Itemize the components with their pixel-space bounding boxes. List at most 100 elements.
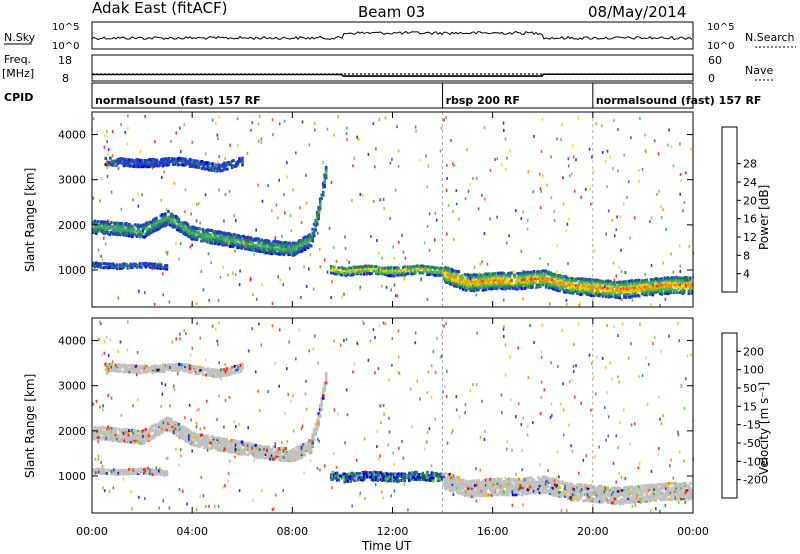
data-cell [513,273,516,277]
noise-cell [678,244,681,248]
data-cell [233,165,237,168]
data-cell [312,429,316,433]
noise-cell [397,164,400,168]
data-cell [270,243,274,247]
data-cell [296,457,299,461]
data-cell [337,475,340,479]
data-cell [588,287,591,291]
data-cell [188,225,191,229]
data-cell [459,281,462,285]
data-cell [152,436,155,440]
data-cell [556,487,560,491]
data-cell [152,263,155,266]
data-cell [152,424,155,428]
data-cell [423,265,426,269]
data-cell [193,159,196,163]
data-cell [116,439,119,442]
data-cell [229,162,232,166]
data-cell [218,232,221,236]
data-cell [606,287,609,290]
noise-cell [229,143,231,147]
data-cell [290,244,293,248]
data-cell [230,371,234,375]
data-cell [152,434,155,438]
data-cell [472,289,476,293]
data-cell [522,492,525,495]
noise-cell [364,264,367,268]
data-cell [651,293,654,297]
data-cell [523,480,527,484]
data-cell [552,486,555,490]
data-cell [215,436,218,440]
data-cell [382,268,386,272]
data-cell [153,229,157,232]
data-cell [203,440,206,444]
data-cell [294,452,298,456]
data-cell [198,232,202,236]
data-cell [251,450,254,454]
data-cell [293,245,296,249]
data-cell [95,264,98,268]
data-cell [564,278,567,281]
data-cell [191,366,195,370]
data-cell [532,489,536,493]
noise-cell [539,257,541,260]
data-cell [182,163,186,167]
data-cell [101,425,104,429]
data-cell [198,444,202,448]
noise-cell [286,175,288,179]
data-cell [463,489,467,493]
data-cell [99,262,103,266]
data-cell [107,230,110,234]
data-cell [640,281,644,285]
data-cell [630,295,633,299]
noise-cell [246,238,249,242]
data-cell [381,472,384,476]
data-cell [258,250,262,253]
data-cell [155,219,158,222]
data-cell [373,473,377,477]
data-cell [149,227,152,231]
data-cell [293,251,296,254]
noise-cell [688,244,691,248]
noise-cell [379,198,381,202]
noise-cell [396,125,398,129]
data-cell [565,495,569,499]
data-cell [637,285,641,289]
data-cell [528,275,531,279]
data-cell [143,227,146,231]
data-cell [111,228,115,232]
data-cell [442,276,446,280]
data-cell [552,274,555,278]
data-cell [267,247,271,251]
data-cell [511,286,515,290]
data-cell [209,368,213,372]
data-cell [448,488,452,492]
data-cell [610,281,614,285]
data-cell [215,374,219,378]
noise-cell [343,292,345,296]
data-cell [571,498,575,501]
data-cell [347,266,351,270]
data-cell [550,272,554,276]
data-cell [297,247,301,251]
data-cell [164,222,167,226]
data-cell [496,271,500,275]
data-cell [182,221,185,225]
data-cell [465,288,468,292]
data-cell [454,478,458,482]
data-cell [122,233,125,237]
data-cell [538,479,542,483]
data-cell [172,157,175,161]
data-cell [430,473,434,477]
noise-cell [565,228,568,232]
data-cell [186,230,190,234]
data-cell [534,485,537,489]
data-cell [412,265,416,269]
data-cell [579,482,582,486]
noise-cell [653,139,656,143]
data-cell [314,224,317,228]
data-cell [161,162,165,166]
data-cell [190,364,193,368]
data-cell [174,214,178,218]
